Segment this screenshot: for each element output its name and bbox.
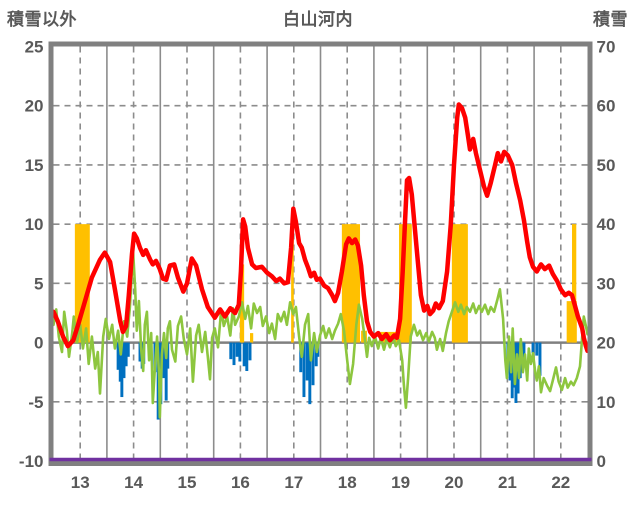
- left-tick-label: 25: [25, 38, 44, 57]
- left-axis-title: 積雪以外: [7, 10, 77, 29]
- plot-frame: [48, 41, 593, 466]
- x-tick-label: 13: [71, 473, 90, 492]
- orange-bars-series: [74, 224, 577, 343]
- right-tick-label: 40: [597, 215, 616, 234]
- x-tick-label: 22: [551, 473, 570, 492]
- right-tick-label: 0: [597, 452, 606, 471]
- x-axis-ticks: 13 14 15 16 17 18 19 20 21 22: [71, 473, 571, 492]
- red-line-series: [51, 102, 590, 354]
- x-tick-label: 21: [498, 473, 517, 492]
- left-tick-label: 10: [25, 215, 44, 234]
- blue-bars-series: [116, 342, 542, 420]
- chart-title: 白山河内: [283, 10, 353, 29]
- x-tick-label: 14: [124, 473, 143, 492]
- left-tick-label: 5: [34, 274, 43, 293]
- x-tick-label: 16: [231, 473, 250, 492]
- right-tick-label: 10: [597, 393, 616, 412]
- right-axis-ticks: 70 60 50 40 30 20 10 0: [597, 38, 616, 472]
- x-tick-label: 20: [445, 473, 464, 492]
- left-tick-label: 0: [34, 334, 43, 353]
- x-tick-label: 17: [284, 473, 303, 492]
- right-tick-label: 20: [597, 334, 616, 353]
- right-tick-label: 70: [597, 38, 616, 57]
- left-tick-label: -5: [28, 393, 43, 412]
- green-line-series: [52, 250, 589, 419]
- right-tick-label: 50: [597, 156, 616, 175]
- left-axis-ticks: 25 20 15 10 5 0 -5 -10: [19, 38, 44, 472]
- right-tick-label: 60: [597, 97, 616, 116]
- left-tick-label: 20: [25, 97, 44, 116]
- right-axis-title: 積雪: [593, 10, 628, 29]
- left-tick-label: 15: [25, 156, 44, 175]
- x-tick-label: 19: [391, 473, 410, 492]
- x-tick-label: 15: [178, 473, 197, 492]
- right-tick-label: 30: [597, 274, 616, 293]
- left-tick-label: -10: [19, 452, 44, 471]
- x-tick-label: 18: [338, 473, 357, 492]
